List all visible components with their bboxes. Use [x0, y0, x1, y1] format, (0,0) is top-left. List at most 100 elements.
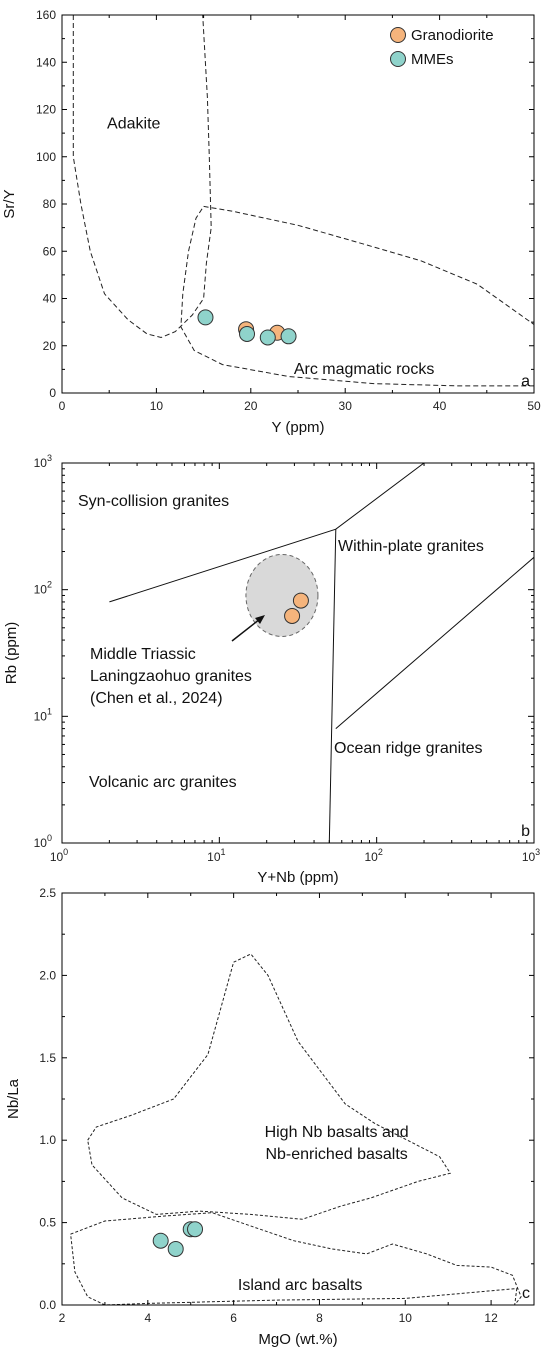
y-tick-exponent: 0: [47, 833, 52, 843]
y-tick-label: 40: [43, 292, 57, 306]
mme-point: [152, 1232, 169, 1249]
panel-c-frame: [61, 892, 535, 1306]
x-tick-label: 40: [433, 399, 447, 413]
annotation-line: Middle Triassic: [90, 646, 196, 663]
panel-a-frame: [61, 14, 535, 394]
x-tick-label: 103: [522, 847, 540, 864]
panel-a-x-axis-title: Y (ppm): [271, 419, 324, 436]
x-tick-label: 50: [527, 399, 541, 413]
x-tick-label: 0: [59, 399, 66, 413]
laningzaohuo-annotation: Middle Triassic Laningzaohuo granites (Che…: [90, 646, 252, 707]
x-tick-exponent: 0: [63, 847, 68, 857]
panel-b-boundaries: [109, 463, 534, 843]
mme-point: [197, 309, 214, 326]
annotation-line: (Chen et al., 2024): [90, 690, 223, 707]
panel-a-axes: 0 10 20 30 40 50 0 20 40 60 80 100 120 140 160: [36, 8, 541, 413]
mme-point: [259, 329, 276, 346]
island-arc-label: Island arc basalts: [238, 1277, 363, 1294]
panel-c-axes: 2 4 6 8 10 12 0.0 0.5 1.0 1.5 2.0 2.5: [39, 886, 535, 1325]
mme-point: [187, 1221, 204, 1238]
x-tick-label: 101: [207, 847, 225, 864]
ocean-ridge-label: Ocean ridge granites: [334, 740, 483, 757]
y-tick-label: 2.0: [39, 968, 56, 982]
x-tick-label: 30: [339, 399, 353, 413]
panel-c-y-axis-title: Nb/La: [5, 1078, 22, 1119]
y-tick-label: 103: [34, 453, 52, 470]
within-plate-label: Within-plate granites: [338, 538, 484, 555]
panel-a-fields: [72, 15, 534, 387]
y-tick-label: 20: [43, 339, 57, 353]
x-tick-label: 100: [50, 847, 68, 864]
y-tick-label: 120: [36, 103, 56, 117]
y-tick-label: 100: [34, 833, 52, 850]
legend-label: Granodiorite: [411, 27, 494, 44]
y-tick-label: 1.5: [39, 1051, 56, 1065]
legend-marker: [390, 51, 406, 67]
panel-c-x-axis-title: MgO (wt.%): [258, 1331, 337, 1348]
label-line: Nb-enriched basalts: [265, 1146, 407, 1163]
legend-marker: [390, 27, 406, 43]
x-tick-label: 10: [150, 399, 164, 413]
y-tick-exponent: 2: [47, 580, 52, 590]
mme-point: [280, 328, 297, 345]
x-tick-exponent: 1: [221, 847, 226, 857]
x-tick-label: 6: [230, 1311, 237, 1325]
panel-b-y-axis-title: Rb (ppm): [3, 622, 20, 685]
x-tick-label: 12: [484, 1311, 498, 1325]
x-tick-label: 102: [364, 847, 382, 864]
panel-c-markers: [152, 1221, 204, 1257]
x-tick-label: 10: [399, 1311, 413, 1325]
panel-b-x-axis-title: Y+Nb (ppm): [257, 869, 338, 886]
granodiorite-point: [284, 607, 301, 624]
panel-b-markers: [284, 592, 309, 624]
panel-a-markers: [197, 309, 297, 346]
y-tick-label: 160: [36, 8, 56, 22]
granodiorite-point: [292, 592, 309, 609]
x-tick-label: 20: [244, 399, 258, 413]
arc-magmatic-field-label: Arc magmatic rocks: [294, 361, 434, 378]
y-tick-label: 0.5: [39, 1216, 56, 1230]
discrimination-boundary: [335, 556, 534, 729]
legend-label: MMEs: [411, 51, 454, 68]
syn-collision-label: Syn-collision granites: [78, 493, 229, 510]
high-nb-basalt-label: High Nb basalts and Nb-enriched basalts: [265, 1124, 409, 1163]
x-tick-exponent: 2: [378, 847, 383, 857]
y-tick-label: 100: [36, 150, 56, 164]
arc-magmatic-field-boundary: [180, 205, 534, 387]
label-line: High Nb basalts and: [265, 1124, 409, 1141]
y-tick-label: 140: [36, 55, 56, 69]
panel-b-frame: [61, 462, 535, 844]
adakite-field-label: Adakite: [107, 115, 160, 132]
x-tick-label: 2: [59, 1311, 66, 1325]
y-tick-label: 80: [43, 197, 57, 211]
y-tick-label: 0.0: [39, 1298, 56, 1312]
panel-b-label: b: [521, 823, 530, 840]
panel-a-y-axis-title: Sr/Y: [1, 189, 18, 218]
y-tick-exponent: 3: [47, 453, 52, 463]
y-tick-exponent: 1: [47, 706, 52, 716]
y-tick-label: 0: [49, 386, 56, 400]
y-tick-label: 101: [34, 706, 52, 723]
mme-point: [167, 1240, 184, 1257]
x-tick-label: 8: [316, 1311, 323, 1325]
annotation-line: Laningzaohuo granites: [90, 668, 252, 685]
annotation-arrow-head: [255, 615, 265, 624]
panel-c-label: c: [522, 1285, 530, 1302]
panel-a-label: a: [521, 373, 530, 390]
y-tick-label: 2.5: [39, 886, 56, 900]
y-tick-label: 1.0: [39, 1133, 56, 1147]
laningzaohuo-field: [245, 553, 319, 637]
x-tick-label: 4: [144, 1311, 151, 1325]
volcanic-arc-label: Volcanic arc granites: [89, 774, 237, 791]
y-tick-label: 60: [43, 244, 57, 258]
y-tick-label: 102: [34, 580, 52, 597]
island-arc-field-boundary: [70, 1212, 522, 1305]
mme-point: [239, 325, 256, 342]
x-tick-exponent: 3: [535, 847, 540, 857]
adakite-field-boundary: [72, 15, 212, 339]
discrimination-boundary: [328, 529, 337, 843]
panel-c-fields: [70, 953, 522, 1305]
annotation-arrow-line: [231, 618, 261, 642]
legend: Granodiorite MMEs: [390, 27, 494, 68]
